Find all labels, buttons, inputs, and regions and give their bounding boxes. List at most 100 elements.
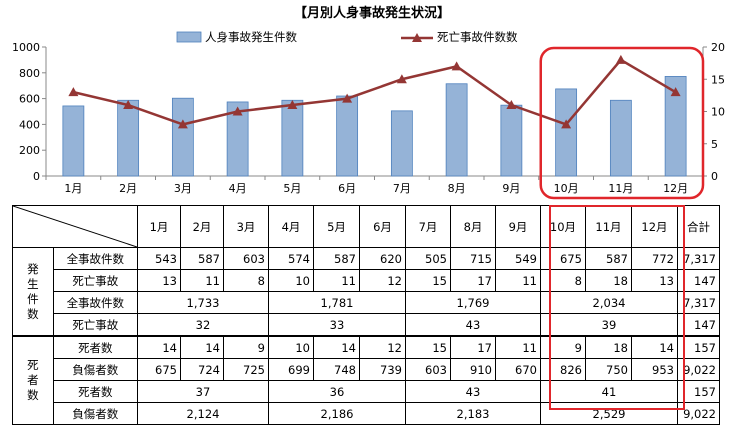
- table-cell: 670: [495, 358, 541, 381]
- table-cell-quarter: 1,733: [137, 291, 269, 314]
- table-cell: 675: [137, 358, 181, 381]
- group-label-char: 件: [27, 291, 39, 306]
- table-cell-quarter: 43: [405, 380, 541, 403]
- corner-diagonal: [13, 206, 137, 247]
- table-cell: 18: [585, 335, 632, 359]
- table-row: 死者数 37 36 43 41 157: [13, 380, 720, 403]
- table-cell: 17: [450, 335, 496, 359]
- header-month: 5月: [313, 205, 360, 248]
- x-tick-label: 11月: [608, 182, 633, 195]
- line-point: [451, 61, 462, 71]
- group-label-char: 数: [27, 306, 39, 321]
- table-cell: 587: [585, 247, 632, 270]
- line-point: [287, 100, 298, 110]
- row-label: 死亡事故: [52, 269, 139, 292]
- series-line: [73, 58, 677, 126]
- header-month: 12月: [631, 205, 678, 248]
- table-cell: 953: [631, 358, 678, 381]
- table-row: 全事故件数 1,733 1,781 1,769 2,034 7,317: [13, 291, 720, 314]
- line-point: [506, 100, 517, 110]
- table-cell: 14: [137, 335, 181, 359]
- group-label-char: 生: [27, 276, 39, 291]
- x-tick-label: 10月: [554, 182, 579, 195]
- table-cell-quarter: 2,186: [268, 402, 406, 425]
- bar: [171, 97, 194, 177]
- table-cell: 13: [631, 269, 678, 292]
- y-left-tick-label: 200: [19, 144, 40, 157]
- table-cell: 587: [313, 247, 360, 270]
- legend: 人身事故発生件数 死亡事故件数数: [176, 30, 518, 44]
- table-cell-quarter: 2,124: [137, 402, 269, 425]
- y-right-tick-label: 20: [711, 41, 725, 54]
- table-cell: 826: [540, 358, 586, 381]
- table-row: 負傷者数 2,124 2,186 2,183 2,529 9,022: [13, 402, 720, 425]
- group-label-char: 者: [27, 373, 39, 387]
- legend-line-marker: [412, 33, 422, 42]
- bar: [664, 76, 687, 177]
- header-month: 8月: [450, 205, 496, 248]
- bar: [609, 99, 632, 177]
- line-point: [670, 87, 681, 97]
- y-left-tick-label: 600: [19, 93, 40, 106]
- line-point: [615, 54, 626, 64]
- table-cell: 699: [268, 358, 314, 381]
- table-cell: 739: [359, 358, 406, 381]
- table-cell: 13: [137, 269, 181, 292]
- x-tick-label: 5月: [283, 182, 301, 195]
- table-cell-quarter: 1,781: [268, 291, 406, 314]
- bar: [117, 99, 140, 177]
- table-cell: 8: [540, 269, 586, 292]
- table-cell-total: 147: [677, 269, 720, 292]
- table-cell: 15: [405, 335, 451, 359]
- line-point: [561, 119, 572, 129]
- legend-bar-label: 人身事故発生件数: [205, 30, 297, 44]
- line-point: [68, 87, 79, 97]
- header-row: 1月 2月 3月 4月 5月 6月 7月 8月 9月 10月 11月 12月 合計: [12, 205, 720, 248]
- table-cell: 574: [268, 247, 314, 270]
- x-tick-label: 1月: [64, 182, 82, 195]
- table-cell: 10: [268, 269, 314, 292]
- y-right-tick-label: 15: [711, 73, 725, 86]
- header-month: 1月: [137, 205, 181, 248]
- y-right-tick-label: 0: [711, 170, 718, 183]
- line-point: [123, 100, 134, 110]
- table-cell-total: 147: [677, 313, 720, 337]
- line-point: [396, 74, 407, 84]
- row-label: 全事故件数: [52, 247, 139, 270]
- row-label: 負傷者数: [52, 358, 139, 381]
- table-cell-quarter: 32: [137, 313, 269, 337]
- table-cell: 8: [223, 269, 269, 292]
- header-month: 7月: [405, 205, 451, 248]
- table-cell-quarter: 37: [137, 380, 269, 403]
- x-tick-label: 9月: [502, 182, 520, 195]
- group-label-char: 数: [27, 388, 39, 402]
- row-label: 死者数: [52, 380, 139, 403]
- line-point: [177, 119, 188, 129]
- row-label: 負傷者数: [52, 402, 139, 425]
- bar: [62, 105, 85, 177]
- table-cell: 14: [631, 335, 678, 359]
- header-month: 11月: [585, 205, 632, 248]
- table-cell-quarter: 2,183: [405, 402, 541, 425]
- table-cell: 724: [180, 358, 224, 381]
- table-row: 死亡事故 32 33 43 39 147: [13, 313, 720, 337]
- table-cell: 772: [631, 247, 678, 270]
- y-left-tick-label: 400: [19, 118, 40, 131]
- line-point: [342, 93, 353, 103]
- table-cell-quarter: 36: [268, 380, 406, 403]
- table-cell: 620: [359, 247, 406, 270]
- table-cell: 12: [359, 269, 406, 292]
- header-month: 9月: [495, 205, 541, 248]
- table-cell: 505: [405, 247, 451, 270]
- chart-title: 【月別人身事故発生状況】: [294, 5, 450, 21]
- table-row: 発生件数全事故件数 543 587 603 574 587 620 505 715 549 675 5…: [12, 247, 720, 337]
- y-right-tick-label: 5: [711, 138, 718, 151]
- table-cell: 910: [450, 358, 496, 381]
- row-label: 全事故件数: [52, 291, 139, 314]
- table-cell: 725: [223, 358, 269, 381]
- header-month: 6月: [359, 205, 406, 248]
- bar: [336, 95, 359, 177]
- table-cell: 17: [450, 269, 496, 292]
- header-month: 10月: [540, 205, 586, 248]
- x-tick-label: 7月: [393, 182, 411, 195]
